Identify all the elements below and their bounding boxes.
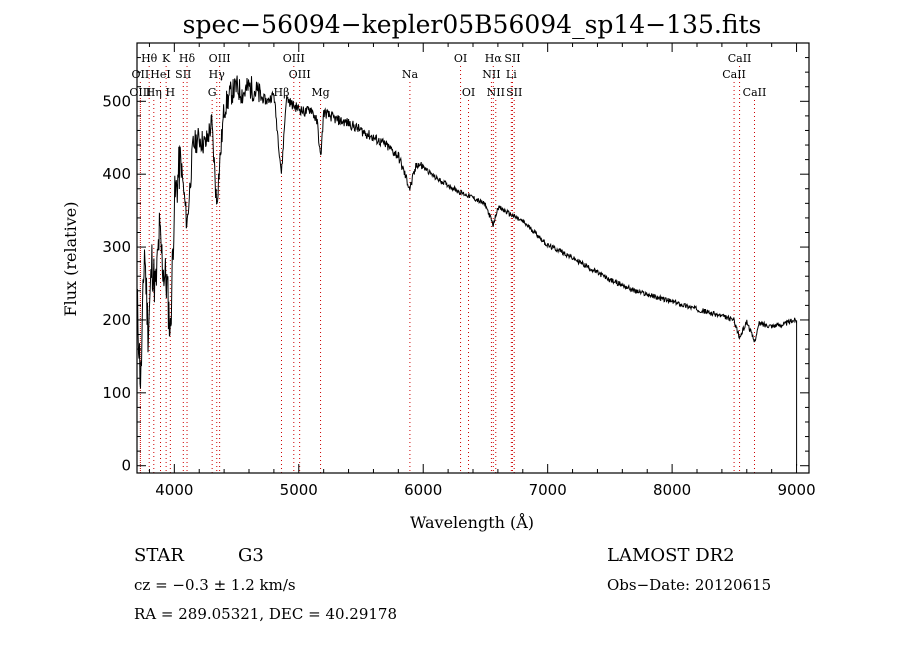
- line-marker-label: CaII: [728, 52, 752, 65]
- line-marker-label: OII: [132, 68, 150, 81]
- line-marker-label: SII: [506, 86, 522, 99]
- line-marker-label: CaII: [722, 68, 746, 81]
- line-marker-label: OIII: [129, 86, 151, 99]
- x-axis: 4000 5000 6000 7000 8000 9000: [148, 43, 816, 499]
- y-tick-label: 200: [102, 311, 131, 329]
- survey-name: LAMOST DR2: [607, 545, 735, 566]
- x-tick-label: 6000: [404, 481, 442, 499]
- line-marker-label: SII: [175, 68, 191, 81]
- y-tick-label: 500: [102, 92, 131, 110]
- x-tick-label: 5000: [280, 481, 318, 499]
- line-marker-label: NII: [482, 68, 500, 81]
- chart-title: spec−56094−kepler05B56094_sp14−135.fits: [183, 10, 762, 39]
- line-marker-label: Hγ: [209, 68, 226, 81]
- y-tick-label: 400: [102, 165, 131, 183]
- object-class: STAR: [134, 545, 184, 566]
- line-marker-label: Hθ: [141, 52, 158, 65]
- line-marker-label: G: [208, 86, 217, 99]
- y-axis: 0 100 200 300 400 500: [102, 57, 809, 475]
- y-tick-label: 0: [121, 457, 131, 475]
- y-tick-label: 100: [102, 384, 131, 402]
- x-tick-label: 8000: [653, 481, 691, 499]
- x-tick-label: 7000: [529, 481, 567, 499]
- observation-date: Obs−Date: 20120615: [607, 576, 771, 594]
- line-marker-label: OI: [462, 86, 475, 99]
- x-tick-label: 9000: [777, 481, 815, 499]
- line-marker-label: Hβ: [274, 86, 290, 99]
- line-marker-label: Hδ: [179, 52, 196, 65]
- line-marker-label: K: [162, 52, 171, 65]
- line-marker-label: OIII: [283, 52, 305, 65]
- line-marker-label: OIII: [209, 52, 231, 65]
- y-axis-label: Flux (relative): [61, 202, 80, 317]
- line-marker-label: OI: [454, 52, 467, 65]
- line-marker-label: HeI: [150, 68, 170, 81]
- spectral-subclass: G3: [238, 545, 264, 566]
- line-marker-label: OIII: [289, 68, 311, 81]
- plot-frame: [136, 42, 810, 474]
- line-marker-label: NII: [487, 86, 505, 99]
- x-tick-label: 4000: [155, 481, 193, 499]
- line-marker-label: H: [166, 86, 176, 99]
- line-marker-label: Li: [506, 68, 517, 81]
- line-marker-label: SII: [504, 52, 520, 65]
- line-marker-label: Mg: [311, 86, 329, 99]
- ra-dec-coordinates: RA = 289.05321, DEC = 40.29178: [134, 605, 397, 623]
- line-marker-label: CaII: [743, 86, 767, 99]
- redshift-cz: cz = −0.3 ± 1.2 km/s: [134, 576, 296, 594]
- spectrum-line: [136, 75, 798, 466]
- spectrum-series: [136, 75, 798, 466]
- line-marker-label: Hη: [146, 86, 162, 99]
- x-axis-label: Wavelength (Å): [410, 512, 534, 532]
- line-marker-label: Na: [402, 68, 419, 81]
- y-tick-label: 300: [102, 238, 131, 256]
- line-marker-label: Hα: [485, 52, 503, 65]
